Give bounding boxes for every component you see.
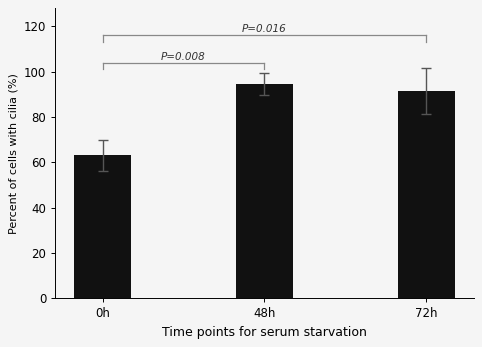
Bar — [398, 91, 455, 298]
Bar — [236, 84, 293, 298]
Bar — [74, 155, 131, 298]
Text: P=0.008: P=0.008 — [161, 52, 206, 61]
Y-axis label: Percent of cells with cilia (%): Percent of cells with cilia (%) — [8, 73, 18, 234]
X-axis label: Time points for serum starvation: Time points for serum starvation — [162, 326, 367, 339]
Text: P=0.016: P=0.016 — [242, 24, 287, 34]
